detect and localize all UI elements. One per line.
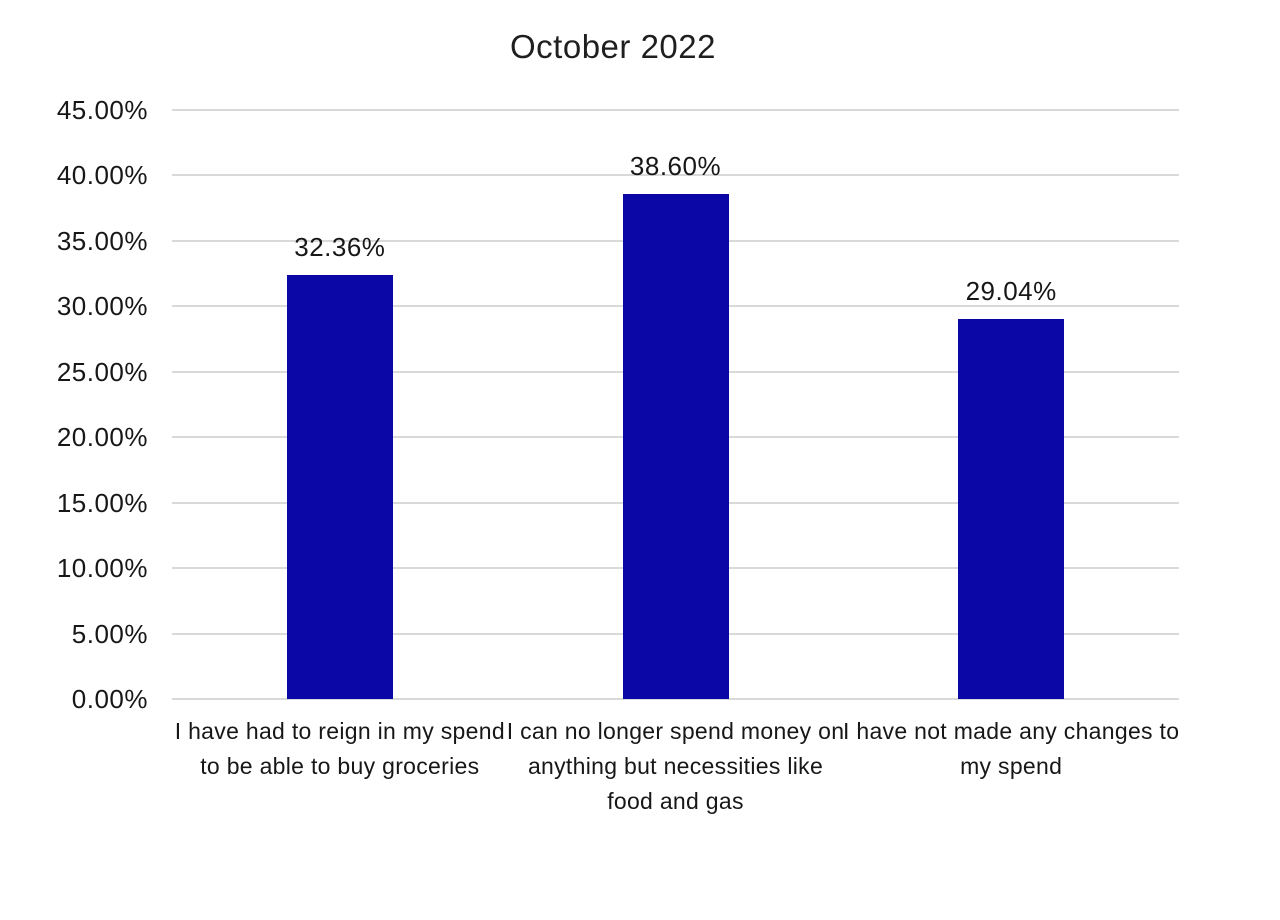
y-axis-tick-label: 40.00% <box>56 160 148 191</box>
bar-3 <box>958 318 1065 699</box>
bar-2 <box>622 193 729 699</box>
gridline <box>172 174 1179 177</box>
x-axis-category-label: I have had to reign in my spend to be ab… <box>174 718 505 779</box>
y-axis-tick-label: 5.00% <box>71 618 148 649</box>
y-axis-tick-label: 30.00% <box>56 291 148 322</box>
bar-value-label: 32.36% <box>294 232 386 263</box>
x-axis-category-label: I have not made any changes to my spend <box>842 718 1180 779</box>
chart-title: October 2022 <box>510 28 716 65</box>
y-axis-tick-label: 10.00% <box>56 553 148 584</box>
gridline <box>172 109 1179 111</box>
bar-value-label: 38.60% <box>629 150 722 181</box>
gridline <box>172 698 1179 700</box>
y-axis-tick-label: 45.00% <box>56 95 148 125</box>
y-axis-tick-label: 35.00% <box>56 225 148 256</box>
y-axis-tick-label: 0.00% <box>71 684 148 714</box>
y-axis-tick-label: 25.00% <box>56 356 148 387</box>
x-axis-category-label: I can no longer spend money on anything … <box>506 718 845 814</box>
bar-1 <box>286 275 393 699</box>
bar-value-label: 29.04% <box>965 275 1057 306</box>
y-axis-tick-label: 20.00% <box>56 422 148 453</box>
y-axis-tick-label: 15.00% <box>56 487 148 518</box>
